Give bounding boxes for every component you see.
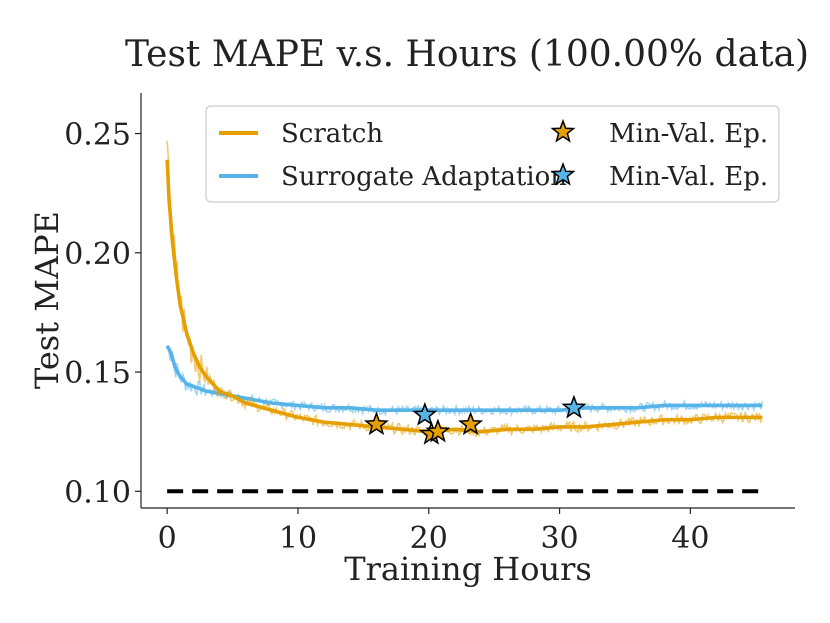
series-line-surrogate: [165, 344, 763, 413]
legend-star-scratch: [550, 118, 576, 143]
legend-label-minval-surrogate: Min-Val. Ep.: [609, 162, 768, 192]
series-line-scratch: [165, 159, 763, 434]
min-val-star-surrogate: [412, 401, 438, 426]
x-tick-label: 10: [279, 521, 317, 556]
y-axis-label: Test MAPE: [28, 211, 66, 389]
min-val-star-surrogate: [561, 394, 587, 419]
legend-label-scratch: Scratch: [281, 119, 383, 149]
legend-label-minval-scratch: Min-Val. Ep.: [609, 119, 768, 149]
legend-label-surrogate: Surrogate Adaptation: [281, 162, 567, 192]
x-tick-label: 20: [410, 521, 448, 556]
y-tick-label: 0.15: [64, 356, 131, 391]
x-ticks: 0 10 20 30 40: [158, 508, 709, 556]
y-tick-label: 0.20: [64, 237, 131, 272]
min-val-star-scratch: [425, 418, 451, 443]
y-tick-label: 0.25: [64, 118, 131, 153]
x-tick-label: 0: [158, 521, 177, 556]
y-ticks: 0.10 0.15 0.20 0.25: [64, 118, 141, 510]
legend-star-surrogate: [550, 161, 576, 186]
x-axis-label: Training Hours: [344, 550, 592, 588]
legend-box: [205, 105, 780, 203]
chart-title: Test MAPE v.s. Hours (100.00% data): [125, 34, 809, 75]
min-val-star-scratch: [363, 411, 389, 436]
y-tick-label: 0.10: [64, 475, 131, 510]
x-tick-label: 30: [540, 521, 578, 556]
x-tick-label: 40: [671, 521, 709, 556]
min-val-star-scratch: [458, 411, 484, 436]
min-val-markers: [363, 394, 587, 445]
legend: Scratch Surrogate Adaptation Min-Val. Ep…: [205, 105, 780, 203]
